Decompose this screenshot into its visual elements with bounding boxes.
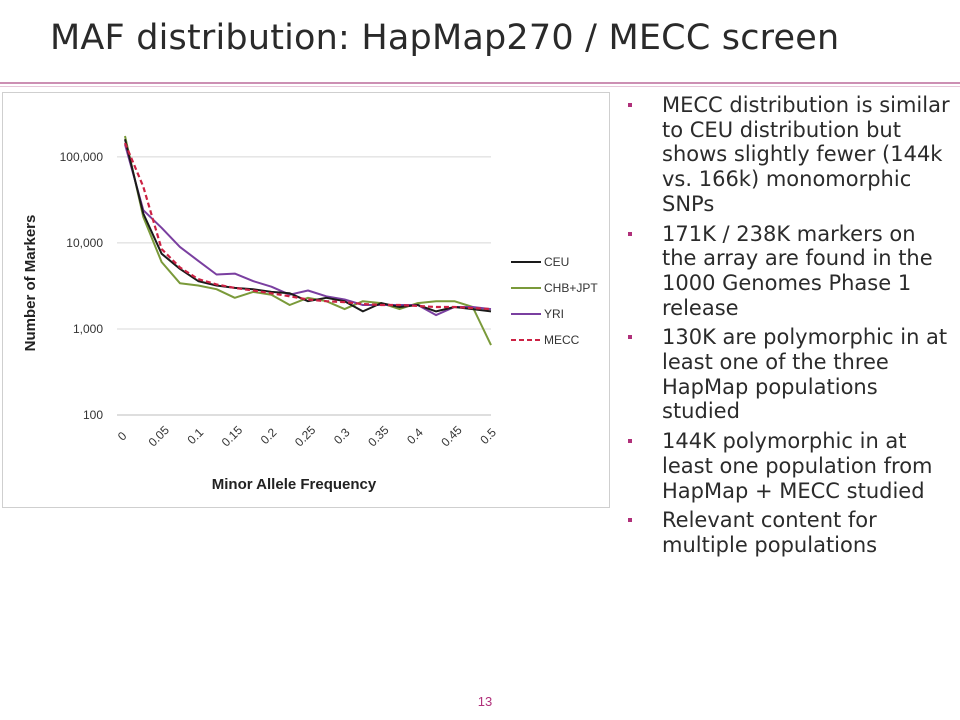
x-tick-label: 0 xyxy=(115,429,130,444)
legend-label: CHB+JPT xyxy=(544,281,598,295)
series-line-mecc xyxy=(123,142,492,311)
bullet-marker xyxy=(628,231,632,236)
x-tick-label: 0.25 xyxy=(292,423,319,450)
series-line-chb-jpt xyxy=(124,135,492,346)
legend-label: MECC xyxy=(544,333,580,347)
title-divider xyxy=(0,82,960,84)
x-tick-label: 0.4 xyxy=(404,425,426,447)
bullet-item: 130K are polymorphic in at least one of … xyxy=(622,325,956,424)
chart-frame: 100 1,000 10,000 100,000 0 0.05 0.1 0.15 0.2 0.25… xyxy=(2,92,610,508)
slide-title: MAF distribution: HapMap270 / MECC scree… xyxy=(50,18,840,58)
bullet-marker xyxy=(628,335,632,340)
y-tick-label: 1,000 xyxy=(73,322,103,336)
x-tick-label: 0.15 xyxy=(219,423,246,450)
legend-label: YRI xyxy=(544,307,564,321)
bullet-text: MECC distribution is similar to CEU dist… xyxy=(662,93,950,216)
x-tick-label: 0.05 xyxy=(146,423,173,450)
y-tick-label: 100,000 xyxy=(60,150,104,164)
title-divider-secondary xyxy=(0,86,960,87)
page-number: 13 xyxy=(477,694,493,709)
bullet-text: 144K polymorphic in at least one populat… xyxy=(662,429,933,503)
bullet-item: MECC distribution is similar to CEU dist… xyxy=(622,93,956,217)
bullet-text: 130K are polymorphic in at least one of … xyxy=(662,325,948,424)
x-tick-label: 0.3 xyxy=(331,425,353,447)
series-line-yri xyxy=(124,144,492,317)
y-axis-title: Number of Markers xyxy=(22,215,39,352)
x-tick-label: 0.5 xyxy=(477,425,499,447)
bullet-marker xyxy=(628,103,632,107)
x-tick-label: 0.2 xyxy=(258,425,280,447)
bullet-marker xyxy=(628,439,632,444)
bullet-item: Relevant content for multiple population… xyxy=(622,508,956,557)
x-axis-title: Minor Allele Frequency xyxy=(212,476,377,493)
bullet-text: Relevant content for multiple population… xyxy=(662,508,878,557)
x-tick-label: 0.1 xyxy=(185,425,207,447)
bullet-item: 171K / 238K markers on the array are fou… xyxy=(622,222,956,321)
y-tick-label: 10,000 xyxy=(66,236,103,250)
bullet-list: MECC distribution is similar to CEU dist… xyxy=(622,93,956,563)
x-tick-label: 0.45 xyxy=(438,423,465,450)
x-tick-label: 0.35 xyxy=(365,423,392,450)
y-tick-label: 100 xyxy=(83,408,103,422)
bullet-marker xyxy=(628,518,632,523)
legend-label: CEU xyxy=(544,255,569,269)
bullet-item: 144K polymorphic in at least one populat… xyxy=(622,429,956,503)
maf-line-chart: 100 1,000 10,000 100,000 0 0.05 0.1 0.15 0.2 0.25… xyxy=(22,135,598,493)
bullet-text: 171K / 238K markers on the array are fou… xyxy=(662,221,933,320)
series-line-ceu xyxy=(124,139,492,313)
